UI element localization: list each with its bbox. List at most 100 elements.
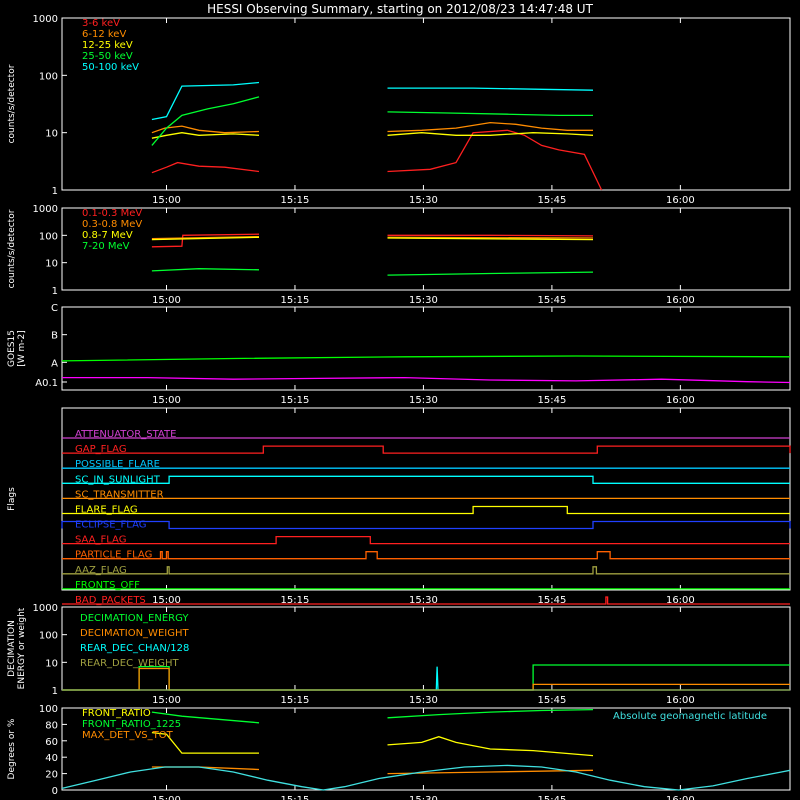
y-tick-label: 1 bbox=[52, 686, 58, 697]
x-tick-label: 15:00 bbox=[152, 595, 181, 606]
series-line bbox=[387, 236, 594, 239]
flag-label: GAP_FLAG bbox=[75, 444, 127, 455]
series-line bbox=[387, 121, 593, 133]
chart-title: HESSI Observing Summary, starting on 201… bbox=[207, 2, 593, 16]
series-line bbox=[387, 111, 593, 117]
series-line bbox=[62, 376, 791, 384]
flag-line bbox=[62, 596, 790, 605]
panel-3: 15:00 15:15 15:30 15:45 16:00 GOES15 [W m-2] A0… bbox=[7, 303, 791, 406]
panel-frame bbox=[61, 707, 791, 791]
series-line bbox=[151, 236, 260, 241]
y-axis-label: Degrees or % bbox=[7, 718, 17, 779]
series-line bbox=[151, 81, 260, 121]
y-axis-label: Flags bbox=[7, 487, 17, 511]
flag-line bbox=[61, 520, 791, 530]
annotation: Absolute geomagnetic latitude bbox=[613, 711, 767, 722]
y-tick-label: 10 bbox=[45, 259, 58, 270]
y-axis-label: [W m-2] bbox=[17, 330, 27, 367]
y-tick-label: 1 bbox=[52, 186, 58, 197]
flag-line bbox=[62, 505, 790, 515]
legend-entry: 0.1-0.3 MeV bbox=[82, 208, 142, 219]
panel-4: 15:00 15:15 15:30 15:45 16:00 Flags ATTENUATOR… bbox=[7, 407, 791, 606]
y-axis-label: GOES15 bbox=[7, 330, 17, 367]
legend-entry: FRONT_RATIO bbox=[82, 708, 151, 719]
flag-label: FRONTS_OFF bbox=[75, 580, 140, 591]
x-tick-label: 15:45 bbox=[537, 795, 566, 800]
x-tick-label: 16:00 bbox=[666, 795, 695, 800]
x-tick-label: 15:30 bbox=[409, 295, 438, 306]
y-tick-label: A bbox=[51, 358, 58, 369]
series-line bbox=[151, 132, 260, 139]
y-tick-label: 1000 bbox=[33, 603, 58, 614]
x-tick-label: 15:30 bbox=[409, 795, 438, 800]
y-axis-label: DECIMATION bbox=[7, 620, 17, 677]
y-axis-label: counts/s/detector bbox=[7, 209, 17, 288]
series-line bbox=[151, 233, 260, 248]
legend-entry: DECIMATION_ENERGY bbox=[80, 613, 189, 624]
flag-line bbox=[62, 445, 791, 454]
y-tick-label: 20 bbox=[45, 770, 58, 781]
series-line bbox=[387, 87, 594, 91]
y-tick-label: 100 bbox=[39, 631, 58, 642]
x-tick-label: 15:00 bbox=[152, 395, 181, 406]
y-tick-label: B bbox=[51, 331, 58, 342]
y-tick-label: 1 bbox=[52, 286, 58, 297]
legend-entry: 25-50 keV bbox=[82, 51, 133, 62]
x-tick-label: 15:45 bbox=[537, 195, 566, 206]
series-line bbox=[151, 711, 260, 724]
legend-entry: MAX_DET_VS_TOT bbox=[82, 730, 174, 741]
series-line bbox=[387, 271, 594, 276]
y-tick-label: 80 bbox=[45, 720, 58, 731]
flag-label: PARTICLE_FLAG bbox=[75, 550, 152, 561]
flag-label: BAD_PACKETS bbox=[75, 595, 146, 606]
legend-entry: 0.8-7 MeV bbox=[82, 230, 133, 241]
x-tick-label: 15:30 bbox=[409, 695, 438, 706]
flag-line bbox=[62, 535, 790, 545]
x-tick-label: 15:30 bbox=[409, 595, 438, 606]
x-tick-label: 15:00 bbox=[152, 695, 181, 706]
series-line bbox=[387, 237, 594, 241]
y-tick-label: 100 bbox=[39, 704, 58, 715]
series-line bbox=[387, 708, 594, 719]
x-tick-label: 16:00 bbox=[666, 595, 695, 606]
legend-entry: 6-12 keV bbox=[82, 29, 126, 40]
panel-2: 15:00 15:15 15:30 15:45 16:00 counts/s/detect… bbox=[7, 204, 791, 306]
x-tick-label: 15:45 bbox=[537, 395, 566, 406]
x-tick-label: 16:00 bbox=[666, 395, 695, 406]
x-tick-label: 15:15 bbox=[281, 395, 310, 406]
flag-label: POSSIBLE_FLARE bbox=[75, 459, 160, 470]
legend-entry: 7-20 MeV bbox=[82, 241, 130, 252]
panel-frame bbox=[61, 207, 791, 291]
series-line bbox=[61, 764, 791, 791]
y-axis-label: counts/s/detector bbox=[7, 64, 17, 143]
y-tick-label: 10 bbox=[45, 658, 58, 669]
x-tick-label: 15:45 bbox=[537, 295, 566, 306]
x-tick-label: 15:45 bbox=[537, 695, 566, 706]
legend-entry: REAR_DEC_WEIGHT bbox=[80, 658, 179, 669]
x-tick-label: 15:15 bbox=[281, 695, 310, 706]
panel-frame bbox=[61, 17, 791, 191]
flag-line bbox=[62, 566, 790, 575]
y-tick-label: 40 bbox=[45, 753, 58, 764]
y-tick-label: 60 bbox=[45, 737, 58, 748]
x-tick-label: 16:00 bbox=[666, 295, 695, 306]
series-line bbox=[387, 132, 594, 136]
y-tick-label: C bbox=[51, 303, 58, 314]
series-line bbox=[151, 731, 259, 754]
legend-entry: FRONT_RATIO_1225 bbox=[82, 719, 181, 730]
legend-entry: 0.3-0.8 MeV bbox=[82, 219, 142, 230]
y-tick-label: 1000 bbox=[33, 204, 58, 215]
x-tick-label: 16:00 bbox=[666, 195, 695, 206]
x-tick-label: 15:30 bbox=[409, 395, 438, 406]
flag-label: ATTENUATOR_STATE bbox=[75, 429, 176, 440]
y-tick-label: 100 bbox=[39, 231, 58, 242]
y-tick-label: 0 bbox=[52, 786, 58, 797]
series-line bbox=[151, 96, 260, 146]
legend-entry: DECIMATION_WEIGHT bbox=[80, 628, 189, 639]
flag-line bbox=[62, 551, 790, 560]
y-tick-label: 1000 bbox=[33, 14, 58, 25]
x-tick-label: 15:15 bbox=[281, 295, 310, 306]
x-tick-label: 15:00 bbox=[152, 295, 181, 306]
legend-entry: 50-100 keV bbox=[82, 62, 139, 73]
